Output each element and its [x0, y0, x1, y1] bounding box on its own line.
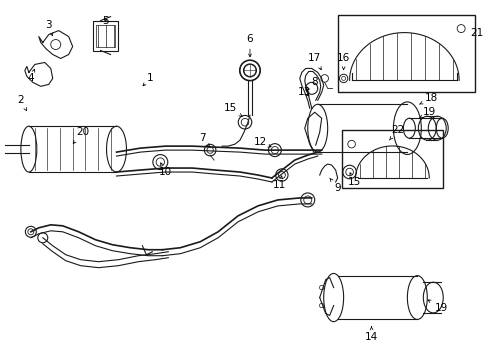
Text: 22: 22	[388, 125, 403, 140]
Text: 4: 4	[27, 69, 35, 84]
Text: 19: 19	[427, 300, 447, 312]
Text: 14: 14	[364, 327, 377, 342]
Text: 18: 18	[419, 93, 437, 104]
Text: 1: 1	[142, 73, 153, 86]
Text: 12: 12	[253, 137, 270, 147]
Text: 20: 20	[73, 127, 89, 144]
Text: 8: 8	[305, 77, 317, 90]
Text: 19: 19	[419, 107, 435, 118]
Text: 9: 9	[329, 178, 340, 193]
Text: 21: 21	[469, 28, 483, 37]
Text: 3: 3	[45, 19, 53, 36]
Bar	[337, 15, 474, 92]
Text: 15: 15	[347, 173, 361, 187]
Text: 10: 10	[159, 163, 171, 177]
Text: 5: 5	[102, 15, 109, 26]
Text: 15: 15	[223, 103, 242, 116]
Bar	[341, 130, 442, 188]
Text: 16: 16	[336, 54, 349, 69]
Text: 6: 6	[246, 33, 253, 57]
Bar	[95, 24, 115, 46]
Text: 13: 13	[298, 87, 311, 97]
Text: 11: 11	[273, 176, 286, 190]
Text: 17: 17	[307, 54, 321, 70]
Bar	[92, 21, 118, 50]
Text: 7: 7	[199, 133, 210, 147]
Text: 2: 2	[18, 95, 26, 111]
